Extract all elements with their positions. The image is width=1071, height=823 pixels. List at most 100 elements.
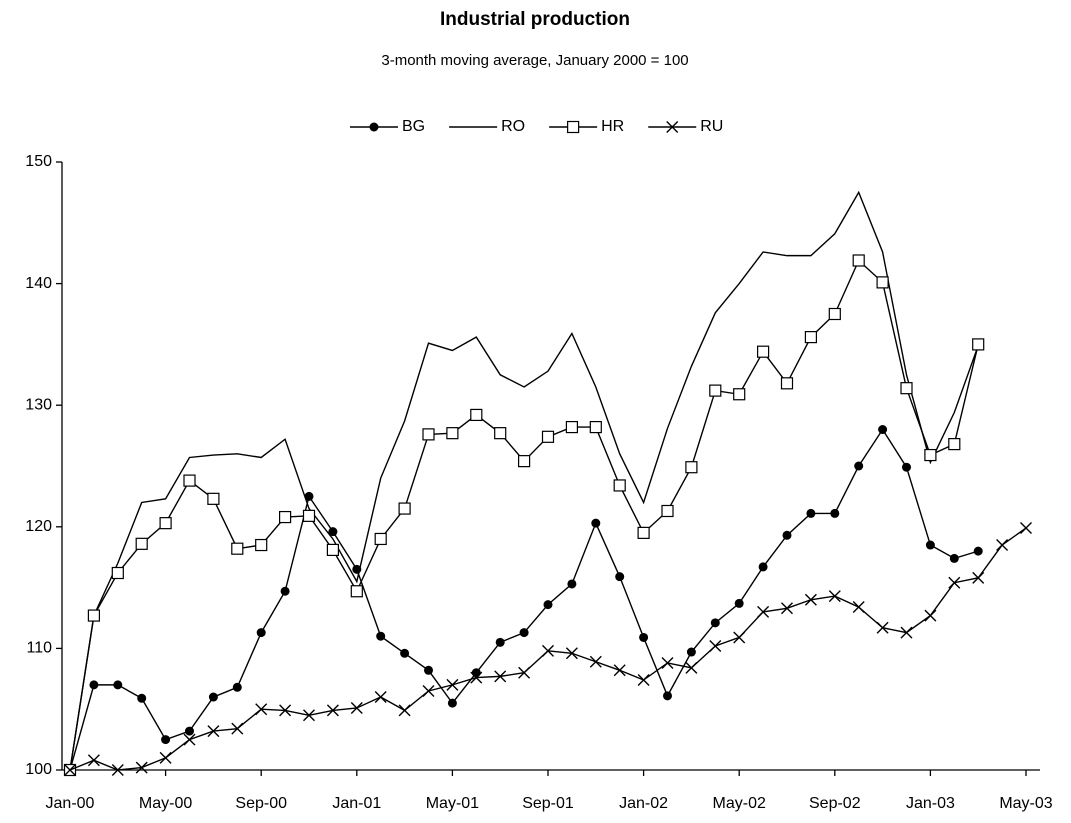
- marker: [376, 631, 386, 641]
- marker: [303, 709, 315, 722]
- marker: [613, 664, 626, 677]
- marker: [948, 438, 961, 451]
- legend-label: BG: [402, 118, 425, 135]
- marker: [159, 517, 172, 530]
- marker: [924, 448, 937, 462]
- marker: [369, 122, 379, 132]
- marker: [446, 678, 459, 691]
- marker: [279, 510, 292, 524]
- marker: [666, 121, 679, 133]
- marker: [255, 703, 268, 716]
- marker: [637, 526, 650, 539]
- marker: [780, 377, 794, 390]
- marker: [924, 609, 937, 622]
- marker: [972, 571, 985, 584]
- x-tick-label: May-03: [999, 795, 1052, 812]
- marker: [135, 761, 148, 774]
- marker: [280, 586, 290, 596]
- y-tick-label: 120: [25, 518, 52, 535]
- marker: [350, 585, 363, 598]
- marker: [64, 764, 76, 776]
- marker: [948, 576, 961, 589]
- marker: [87, 754, 100, 767]
- marker: [782, 530, 792, 540]
- marker: [111, 764, 124, 776]
- marker: [470, 408, 483, 422]
- marker: [279, 704, 292, 717]
- marker: [183, 733, 196, 746]
- marker: [304, 491, 314, 501]
- marker: [518, 666, 531, 679]
- y-tick-label: 130: [25, 396, 52, 413]
- x-tick-label: Jan-00: [46, 795, 95, 812]
- marker: [757, 605, 770, 618]
- x-tick-label: Sep-00: [235, 795, 287, 812]
- marker: [709, 384, 722, 397]
- x-tick-label: May-01: [426, 795, 479, 812]
- marker: [900, 626, 913, 639]
- marker: [663, 691, 672, 701]
- marker: [135, 537, 148, 550]
- marker: [232, 682, 242, 692]
- marker: [326, 704, 339, 717]
- x-tick-label: Sep-01: [522, 795, 574, 812]
- marker: [89, 680, 99, 690]
- marker: [589, 420, 602, 434]
- marker: [758, 562, 768, 572]
- marker: [207, 725, 220, 738]
- marker: [208, 692, 218, 702]
- legend-label: HR: [601, 118, 624, 135]
- marker: [374, 691, 387, 704]
- marker: [734, 598, 744, 608]
- x-tick-label: Jan-03: [906, 795, 955, 812]
- marker: [446, 427, 459, 440]
- marker: [685, 661, 698, 674]
- marker: [326, 543, 339, 557]
- marker: [878, 425, 888, 435]
- chart-title: Industrial production: [440, 9, 630, 30]
- marker: [185, 726, 194, 736]
- marker: [137, 693, 147, 703]
- marker: [996, 539, 1009, 552]
- marker: [350, 701, 363, 714]
- y-tick-label: 140: [25, 275, 52, 292]
- marker: [302, 509, 316, 522]
- marker: [231, 722, 244, 735]
- marker: [637, 674, 650, 687]
- legend-label: RU: [700, 118, 723, 135]
- marker: [328, 527, 338, 537]
- marker: [113, 680, 123, 690]
- marker: [470, 671, 483, 684]
- marker: [661, 656, 674, 669]
- marker: [398, 704, 411, 717]
- marker: [900, 382, 913, 395]
- marker: [852, 254, 865, 267]
- marker: [972, 338, 985, 351]
- marker: [255, 538, 268, 552]
- marker: [424, 665, 433, 675]
- marker: [183, 474, 196, 487]
- y-tick-label: 150: [25, 153, 52, 170]
- marker: [876, 621, 889, 634]
- marker: [541, 430, 555, 443]
- marker: [543, 600, 553, 610]
- marker: [756, 345, 770, 358]
- marker: [685, 461, 698, 474]
- marker: [686, 647, 696, 657]
- series-line: [69, 527, 1027, 771]
- marker: [519, 628, 529, 638]
- marker: [542, 644, 554, 657]
- marker: [854, 461, 864, 471]
- marker: [591, 518, 601, 528]
- marker: [398, 502, 411, 515]
- marker: [111, 566, 124, 580]
- marker: [87, 609, 101, 622]
- marker: [709, 639, 722, 652]
- marker: [495, 637, 505, 647]
- marker: [589, 655, 602, 668]
- marker: [567, 579, 577, 589]
- marker: [804, 331, 818, 344]
- chart-subtitle: 3-month moving average, January 2000 = 1…: [381, 52, 688, 69]
- marker: [471, 668, 481, 678]
